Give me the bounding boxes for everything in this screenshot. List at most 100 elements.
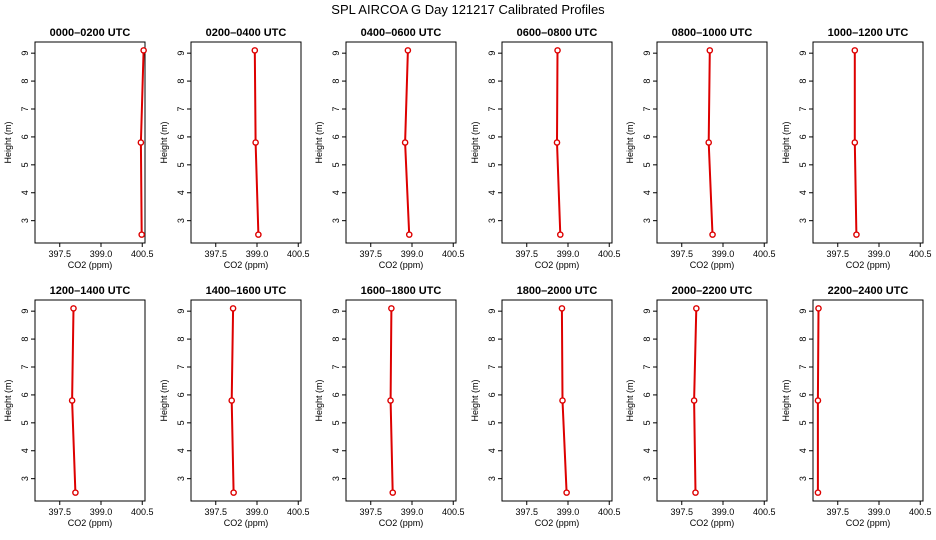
y-tick-label: 3 [20,476,30,481]
y-tick-label: 3 [487,218,497,223]
panel: 0200–0400 UTC 3 4 5 6 7 8 9 397.5 399.0 400.5 CO2 (… [159,27,310,270]
panel-title: 0600–0800 UTC [517,27,598,39]
y-axis-label: Height (m) [470,379,480,421]
data-point [138,231,145,238]
x-tick-label: 397.5 [826,249,849,259]
y-tick-label: 4 [642,448,652,453]
data-point [70,305,77,312]
data-point [563,489,570,496]
x-tick-label: 397.5 [204,507,227,517]
x-tick-label: 399.0 [712,249,735,259]
data-point [230,489,237,496]
data-point [706,47,714,54]
x-axis-label: CO2 (ppm) [68,260,113,270]
x-axis-label: CO2 (ppm) [224,518,269,528]
y-tick-label: 9 [176,309,186,314]
x-axis-label: CO2 (ppm) [68,518,113,528]
x-tick-label: 399.0 [401,249,424,259]
x-tick-label: 397.5 [359,507,382,517]
y-tick-label: 7 [331,364,341,369]
y-tick-label: 6 [642,392,652,397]
y-tick-label: 9 [798,309,808,314]
data-point [853,231,860,238]
x-tick-label: 397.5 [204,249,227,259]
data-point [814,489,822,496]
y-tick-label: 8 [176,337,186,342]
x-tick-label: 399.0 [712,507,735,517]
panels-grid: 0000–0200 UTC 3 4 5 6 7 8 9 397.5 399.0 400.5 CO2 (… [3,27,932,528]
x-tick-label: 400.5 [442,507,465,517]
y-axis-label: Height (m) [159,121,169,163]
data-point [229,305,237,312]
y-tick-label: 7 [20,364,30,369]
y-tick-label: 6 [642,134,652,139]
y-tick-label: 7 [642,364,652,369]
y-tick-label: 4 [331,190,341,195]
x-tick-label: 400.5 [287,507,310,517]
panel: 1400–1600 UTC 3 4 5 6 7 8 9 397.5 399.0 400.5 CO2 (… [159,285,310,528]
plot-frame [501,41,613,244]
plot-frame [345,299,457,502]
y-tick-label: 7 [798,106,808,111]
y-tick-label: 4 [20,190,30,195]
y-tick-label: 5 [20,420,30,425]
y-tick-label: 7 [487,106,497,111]
x-tick-label: 400.5 [442,249,465,259]
panel: 2000–2200 UTC 3 4 5 6 7 8 9 397.5 399.0 400.5 CO2 (… [625,285,776,528]
plot-frame [190,299,302,502]
data-point [140,47,147,54]
y-tick-label: 5 [20,162,30,167]
data-point [68,397,76,404]
x-tick-label: 399.0 [557,249,580,259]
y-axis-label: Height (m) [781,121,791,163]
y-tick-label: 6 [487,392,497,397]
y-tick-label: 8 [798,337,808,342]
panel-title: 0400–0600 UTC [361,27,442,39]
y-tick-label: 8 [642,337,652,342]
panel: 2200–2400 UTC 3 4 5 6 7 8 9 397.5 399.0 400.5 CO2 (… [781,285,932,528]
y-tick-label: 6 [331,134,341,139]
data-point [137,139,145,146]
data-point [851,139,859,146]
y-tick-label: 9 [642,309,652,314]
y-tick-label: 4 [176,448,186,453]
y-tick-label: 7 [331,106,341,111]
data-point [389,489,397,496]
panel-title: 1600–1800 UTC [361,285,442,297]
data-point [553,139,561,146]
plot-frame [812,299,924,502]
y-tick-label: 5 [176,420,186,425]
y-tick-label: 3 [331,218,341,223]
y-tick-label: 5 [331,162,341,167]
y-tick-label: 8 [798,79,808,84]
y-tick-label: 6 [487,134,497,139]
x-axis-label: CO2 (ppm) [535,518,580,528]
x-tick-label: 399.0 [868,249,891,259]
y-tick-label: 3 [331,476,341,481]
y-tick-label: 3 [176,218,186,223]
y-tick-label: 9 [487,309,497,314]
plot-frame [656,299,768,502]
x-tick-label: 400.5 [598,507,621,517]
y-tick-label: 3 [176,476,186,481]
y-tick-label: 8 [176,79,186,84]
y-tick-label: 9 [20,51,30,56]
y-tick-label: 4 [487,190,497,195]
y-axis-label: Height (m) [625,379,635,421]
panel-title: 1800–2000 UTC [517,285,598,297]
x-axis-label: CO2 (ppm) [846,518,891,528]
y-tick-label: 6 [331,392,341,397]
data-point [554,47,561,54]
panel-title: 1400–1600 UTC [206,285,287,297]
y-tick-label: 4 [331,448,341,453]
y-tick-label: 7 [487,364,497,369]
data-point [559,397,566,404]
plot-frame [501,299,613,502]
x-tick-label: 399.0 [557,507,580,517]
x-tick-label: 400.5 [598,249,621,259]
y-tick-label: 7 [642,106,652,111]
plot-frame [345,41,457,244]
y-tick-label: 9 [798,51,808,56]
data-point [709,231,716,238]
data-point [251,47,259,54]
